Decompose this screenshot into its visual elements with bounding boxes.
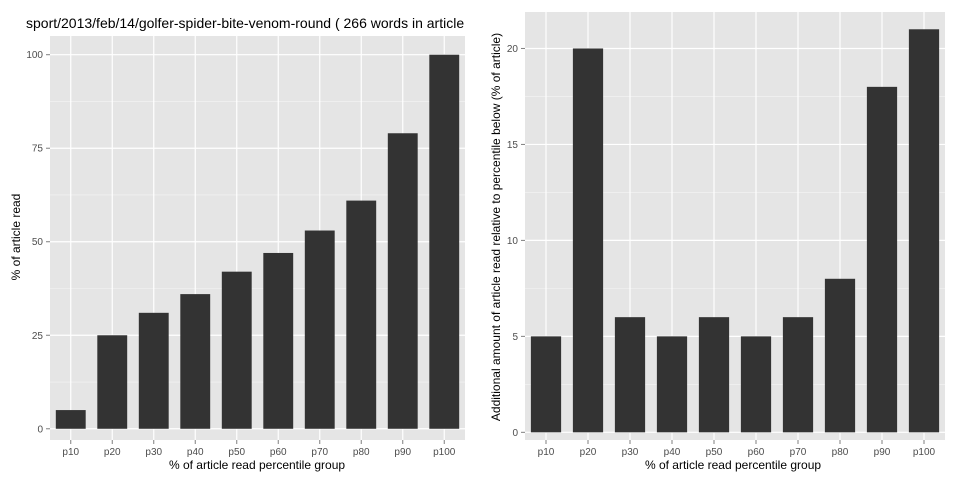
x-axis-title: % of article read percentile group xyxy=(169,458,345,472)
x-tick-label: p30 xyxy=(622,447,639,458)
bar-p10 xyxy=(55,410,86,429)
x-tick-label: p10 xyxy=(538,447,555,458)
x-tick-label: p100 xyxy=(433,447,456,458)
x-tick-label: p80 xyxy=(832,447,849,458)
right-chart: % of article read percentile group Addit… xyxy=(489,12,945,472)
bar-p90 xyxy=(387,133,418,429)
bar-p50 xyxy=(698,317,730,433)
bar-p20 xyxy=(572,48,604,433)
x-tick-label: p40 xyxy=(664,447,681,458)
bar-p50 xyxy=(221,271,252,429)
x-tick-label: p50 xyxy=(228,447,245,458)
bar-p30 xyxy=(614,317,646,433)
bar-p20 xyxy=(97,335,128,429)
y-tick-label: 100 xyxy=(26,50,43,61)
y-axis-title: % of article read xyxy=(9,194,23,281)
y-tick-label: 0 xyxy=(37,424,43,435)
x-tick-label: p80 xyxy=(353,447,370,458)
x-tick-label: p70 xyxy=(790,447,807,458)
x-tick-label: p30 xyxy=(145,447,162,458)
x-tick-label: p60 xyxy=(748,447,765,458)
y-tick-label: 0 xyxy=(512,428,518,439)
y-tick-label: 20 xyxy=(507,44,519,55)
x-tick-label: p20 xyxy=(104,447,121,458)
x-tick-label: p100 xyxy=(913,447,936,458)
x-tick-label: p20 xyxy=(580,447,597,458)
y-tick-label: 10 xyxy=(507,236,519,247)
y-tick-label: 5 xyxy=(512,332,518,343)
left-chart: sport/2013/feb/14/golfer-spider-bite-ven… xyxy=(9,15,465,472)
y-tick-label: 50 xyxy=(32,237,44,248)
x-tick-label: p90 xyxy=(394,447,411,458)
bar-p100 xyxy=(908,29,940,433)
y-tick-label: 75 xyxy=(32,144,44,155)
x-axis-title: % of article read percentile group xyxy=(645,458,821,472)
bar-p80 xyxy=(346,200,377,429)
bar-p100 xyxy=(429,54,460,429)
chart-title: sport/2013/feb/14/golfer-spider-bite-ven… xyxy=(26,15,464,31)
bar-p60 xyxy=(263,252,294,429)
bar-p70 xyxy=(782,317,814,433)
bar-p30 xyxy=(138,312,169,429)
bar-p10 xyxy=(530,336,562,433)
x-tick-label: p10 xyxy=(62,447,79,458)
y-axis-title: Additional amount of article read relati… xyxy=(489,33,503,421)
x-tick-label: p50 xyxy=(706,447,723,458)
x-tick-label: p70 xyxy=(311,447,328,458)
x-tick-label: p40 xyxy=(187,447,204,458)
x-tick-label: p90 xyxy=(874,447,891,458)
bar-p40 xyxy=(180,294,211,429)
bar-p40 xyxy=(656,336,688,433)
x-tick-label: p60 xyxy=(270,447,287,458)
bar-p60 xyxy=(740,336,772,433)
bar-p70 xyxy=(304,230,335,429)
bar-p80 xyxy=(824,278,856,433)
bar-p90 xyxy=(866,86,898,433)
y-tick-label: 25 xyxy=(32,331,44,342)
y-tick-label: 15 xyxy=(507,140,519,151)
